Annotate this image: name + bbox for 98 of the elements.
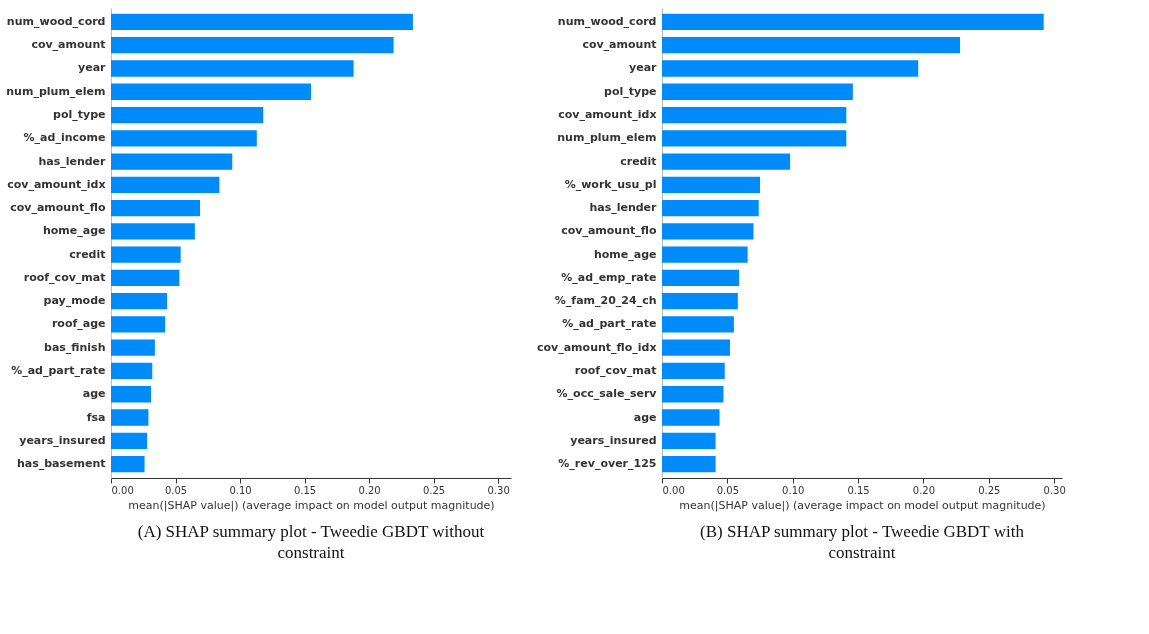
y-tick-label: cov_amount_idx: [7, 177, 106, 191]
bar: [662, 339, 730, 356]
x-tick-label: 0.20: [912, 484, 936, 496]
x-tick-label: 0.15: [847, 484, 870, 496]
bar: [662, 130, 847, 147]
bar: [111, 269, 180, 287]
y-tick-label: bas_finish: [44, 340, 106, 354]
bar: [111, 13, 413, 31]
y-tick-label: %_work_usu_pl: [564, 177, 657, 191]
bar: [111, 316, 166, 333]
y-tick-label: %_occ_sale_serv: [556, 387, 658, 401]
y-tick-label: num_plum_elem: [557, 131, 657, 145]
x-tick-label: 0.00: [111, 484, 134, 496]
y-tick-label: cov_amount_idx: [558, 108, 657, 122]
y-tick-label: home_age: [42, 224, 106, 238]
bar: [111, 432, 148, 449]
x-tick-label: 0.10: [229, 484, 252, 496]
bar: [662, 409, 720, 426]
bar: [662, 432, 716, 449]
bar: [662, 386, 724, 403]
bar: [662, 293, 738, 310]
x-tick-label: 0.25: [978, 484, 1001, 496]
y-tick-label: years_insured: [19, 433, 106, 447]
y-tick-label: fsa: [86, 410, 106, 424]
bar: [662, 60, 919, 77]
bar: [662, 176, 761, 193]
y-tick-label: cov_amount: [582, 38, 657, 52]
bar: [662, 362, 725, 380]
bar: [662, 269, 740, 287]
bar: [111, 409, 149, 426]
y-tick-label: cov_amount_flo_idx: [536, 340, 657, 354]
y-tick-label: has_lender: [38, 154, 107, 168]
bar: [662, 223, 754, 240]
y-tick-label: %_ad_emp_rate: [561, 270, 657, 284]
x-tick-label: 0.20: [358, 484, 381, 496]
y-tick-label: cov_amount: [31, 38, 106, 52]
x-tick-label: 0.05: [164, 484, 188, 496]
bar: [111, 223, 195, 240]
y-tick-label: home_age: [593, 247, 657, 261]
bar: [111, 83, 311, 100]
bar: [111, 293, 168, 310]
bar: [662, 83, 853, 100]
x-axis-title: mean(|SHAP value|) (average impact on model output magnitude): [128, 498, 495, 512]
y-tick-label: age: [633, 410, 657, 424]
y-tick-label: roof_age: [51, 317, 106, 331]
bar: [662, 199, 759, 217]
bar: [111, 130, 257, 147]
bar: [662, 37, 961, 54]
bar: [111, 386, 151, 403]
bar: [662, 13, 1044, 31]
y-tick-label: %_fam_20_24_ch: [554, 294, 657, 308]
y-tick-label: roof_cov_mat: [23, 270, 106, 284]
x-tick-label: 0.30: [487, 484, 510, 496]
y-tick-label: num_plum_elem: [6, 84, 106, 98]
y-tick-label: %_ad_part_rate: [562, 317, 657, 331]
y-tick-label: years_insured: [570, 433, 657, 447]
y-tick-label: %_rev_over_125: [558, 457, 657, 471]
x-tick-label: 0.15: [293, 484, 317, 496]
bar: [111, 199, 201, 217]
y-tick-label: year: [629, 61, 658, 75]
y-tick-label: cov_amount_flo: [10, 201, 106, 215]
bar: [662, 316, 734, 333]
x-tick-label: 0.30: [1043, 484, 1066, 496]
bar: [662, 153, 791, 170]
bar: [111, 246, 181, 263]
y-tick-label: age: [82, 387, 106, 401]
x-tick-label: 0.05: [716, 484, 739, 496]
bar: [111, 455, 145, 473]
y-tick-label: num_wood_cord: [6, 14, 106, 28]
text: (A) SHAP summary plot - Tweedie GBDT without constraint: [137, 522, 485, 562]
y-tick-label: has_lender: [589, 201, 658, 215]
bar: [111, 362, 153, 380]
text: (B) SHAP summary plot - Tweedie GBDT with constraint: [700, 522, 1025, 562]
y-tick-label: pay_mode: [43, 294, 106, 308]
y-tick-label: cov_amount_flo: [561, 224, 657, 238]
bar: [111, 37, 394, 54]
x-tick-label: 0.25: [422, 484, 446, 496]
bar: [111, 60, 354, 77]
y-tick-label: has_basement: [16, 457, 106, 471]
y-tick-label: pol_type: [604, 84, 657, 98]
bar: [111, 339, 155, 356]
x-tick-label: 0.00: [662, 484, 685, 496]
y-tick-label: %_ad_income: [23, 131, 106, 145]
y-tick-label: %_ad_part_rate: [11, 363, 106, 377]
y-tick-label: num_wood_cord: [557, 14, 657, 28]
bar: [662, 106, 847, 124]
y-tick-label: credit: [69, 247, 106, 261]
x-axis-title: mean(|SHAP value|) (average impact on model output magnitude): [679, 498, 1046, 512]
x-tick-label: 0.10: [782, 484, 805, 496]
bar: [111, 153, 233, 170]
y-tick-label: credit: [620, 154, 657, 168]
y-tick-label: year: [78, 61, 107, 75]
bar: [111, 106, 264, 124]
bar: [111, 176, 220, 193]
y-tick-label: pol_type: [53, 108, 106, 122]
bar: [662, 246, 748, 263]
bar: [662, 455, 716, 473]
y-tick-label: roof_cov_mat: [574, 363, 657, 377]
